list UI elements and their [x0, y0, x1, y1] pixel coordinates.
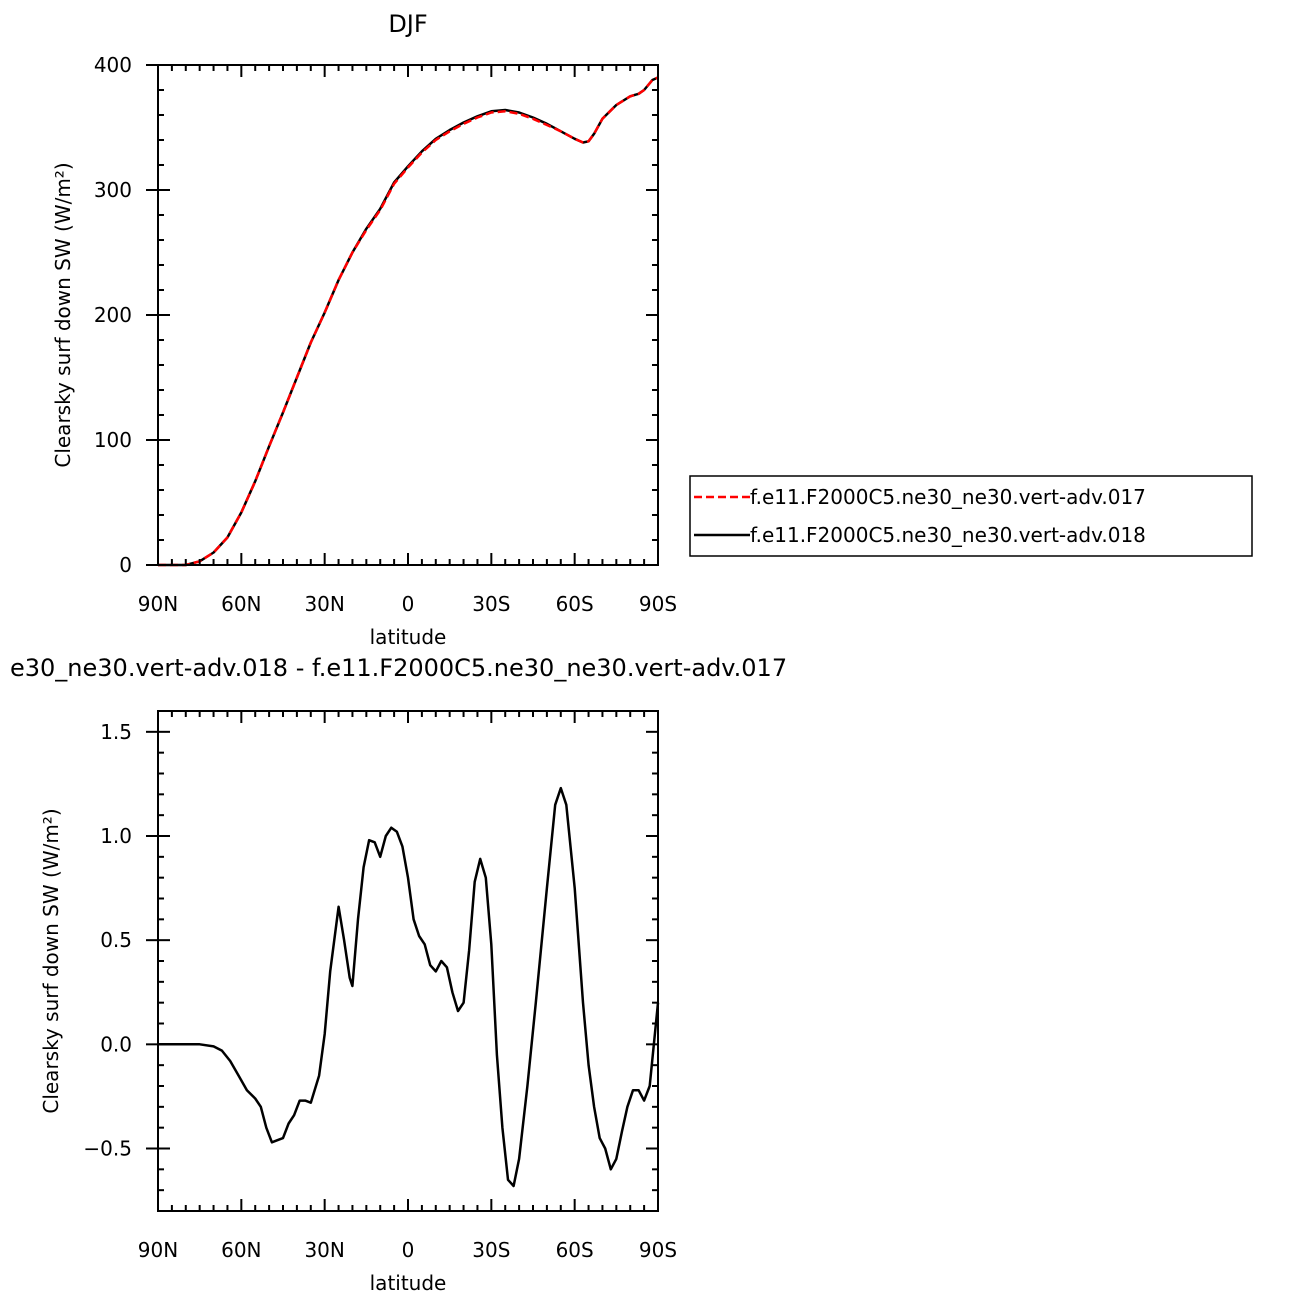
bottom-chart-series	[158, 786, 660, 1188]
bottom-x-tick-label: 90N	[138, 1238, 178, 1262]
bottom-x-tick-label: 60N	[221, 1238, 261, 1262]
top-chart-panel: DJF 90N 60N 30N 0 30S 60S 90S 0 100 200 300 400 lat…	[51, 10, 1253, 649]
top-y-tick-label: 300	[94, 178, 132, 202]
top-chart-ylabel: Clearsky surf down SW (W/m²)	[51, 162, 75, 467]
bottom-chart-axes: 90N 60N 30N 0 30S 60S 90S −0.5 0.0 0.5 1.0 1.5	[83, 710, 677, 1262]
top-chart-xlabel: latitude	[370, 625, 447, 649]
top-x-tick-label: 0	[402, 592, 415, 616]
bottom-x-tick-label: 30S	[472, 1238, 510, 1262]
top-y-tick-label: 400	[94, 53, 132, 77]
top-x-tick-label: 30N	[304, 592, 344, 616]
top-chart-plot-frame	[157, 64, 659, 566]
bottom-y-tick-label: −0.5	[83, 1137, 132, 1161]
bottom-y-tick-label: 0.0	[100, 1032, 132, 1056]
bottom-x-tick-label: 60S	[556, 1238, 594, 1262]
top-chart-series-line-0	[158, 76, 659, 567]
top-x-tick-label: 60N	[221, 592, 261, 616]
top-y-tick-label: 0	[119, 553, 132, 577]
bottom-chart-panel: e30_ne30.vert-adv.018 - f.e11.F2000C5.ne…	[10, 654, 787, 1295]
top-chart-legend: f.e11.F2000C5.ne30_ne30.vert-adv.017 f.e…	[689, 475, 1253, 557]
legend-label-series-018: f.e11.F2000C5.ne30_ne30.vert-adv.018	[750, 523, 1146, 547]
bottom-x-tick-label: 90S	[639, 1238, 677, 1262]
bottom-chart-title: e30_ne30.vert-adv.018 - f.e11.F2000C5.ne…	[10, 654, 787, 682]
top-chart-axes: 90N 60N 30N 0 30S 60S 90S 0 100 200 300 400	[94, 53, 677, 616]
top-y-tick-label: 100	[94, 428, 132, 452]
top-x-tick-label: 90S	[639, 592, 677, 616]
bottom-x-tick-label: 0	[402, 1238, 415, 1262]
top-x-tick-label: 30S	[472, 592, 510, 616]
legend-box	[689, 475, 1253, 557]
bottom-y-tick-label: 0.5	[100, 928, 132, 952]
top-chart-series	[158, 76, 659, 567]
bottom-chart-series-line-0	[158, 786, 660, 1188]
bottom-chart-plot-frame	[157, 710, 659, 1212]
top-chart-series-line-1	[158, 76, 659, 567]
legend-label-series-017: f.e11.F2000C5.ne30_ne30.vert-adv.017	[750, 485, 1146, 509]
bottom-chart-ylabel: Clearsky surf down SW (W/m²)	[39, 808, 63, 1113]
top-y-tick-label: 200	[94, 303, 132, 327]
top-x-tick-label: 60S	[556, 592, 594, 616]
bottom-y-tick-label: 1.5	[100, 720, 132, 744]
top-chart-title: DJF	[388, 10, 427, 38]
bottom-y-tick-label: 1.0	[100, 824, 132, 848]
bottom-x-tick-label: 30N	[304, 1238, 344, 1262]
bottom-chart-xlabel: latitude	[370, 1271, 447, 1295]
top-x-tick-label: 90N	[138, 592, 178, 616]
